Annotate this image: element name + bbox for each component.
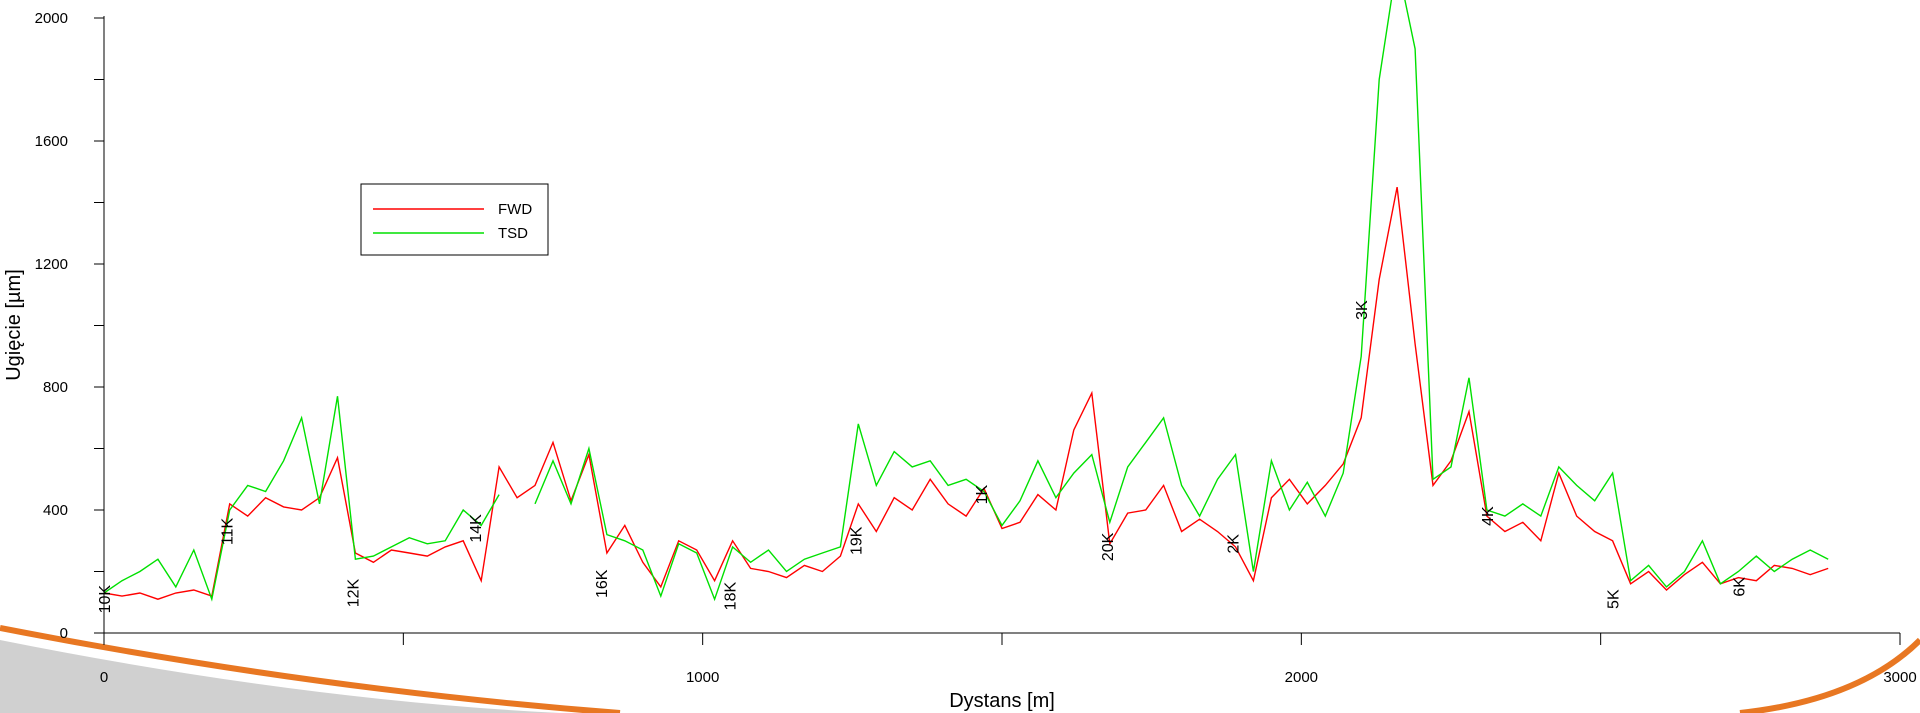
station-label: 12K [345,578,362,607]
y-tick-label: 1600 [35,133,68,150]
x-tick-label: 0 [100,669,108,686]
x-tick-label: 3000 [1883,669,1916,686]
y-tick-label: 1200 [35,256,68,273]
y-tick-label: 0 [60,625,68,642]
station-label: 3K [1354,300,1371,320]
plot-area [104,0,1828,599]
station-label: 1K [974,485,991,505]
station-label: 11K [220,518,237,546]
legend-box [361,184,548,255]
x-tick-label: 2000 [1285,669,1318,686]
legend: FWD TSD [361,184,548,255]
y-axis-label: Ugięcie [µm] [3,269,25,381]
station-label: 16K [594,569,611,598]
data-line [104,0,1828,599]
station-label: 4K [1480,506,1497,526]
page: Dystans [m] Ugięcie [µm] 0 400 800 1200 1600… [0,0,1920,713]
legend-label: TSD [498,225,528,242]
x-axis-label: Dystans [m] [949,690,1055,712]
y-tick-label: 2000 [35,10,68,27]
station-label: 10K [97,585,114,614]
legend-label: FWD [498,201,532,218]
y-tick-label: 800 [43,379,68,396]
chart: Dystans [m] Ugięcie [µm] 0 400 800 1200 1600… [0,0,1920,713]
station-label: 2K [1225,534,1242,554]
station-label: 18K [723,582,740,611]
y-tick-label: 400 [43,502,68,519]
station-label: 14K [468,514,485,543]
station-label: 20K [1100,532,1117,561]
station-label: 6K [1731,577,1748,597]
station-label: 5K [1606,589,1623,609]
x-tick-label: 1000 [686,669,719,686]
station-label: 19K [848,526,865,555]
